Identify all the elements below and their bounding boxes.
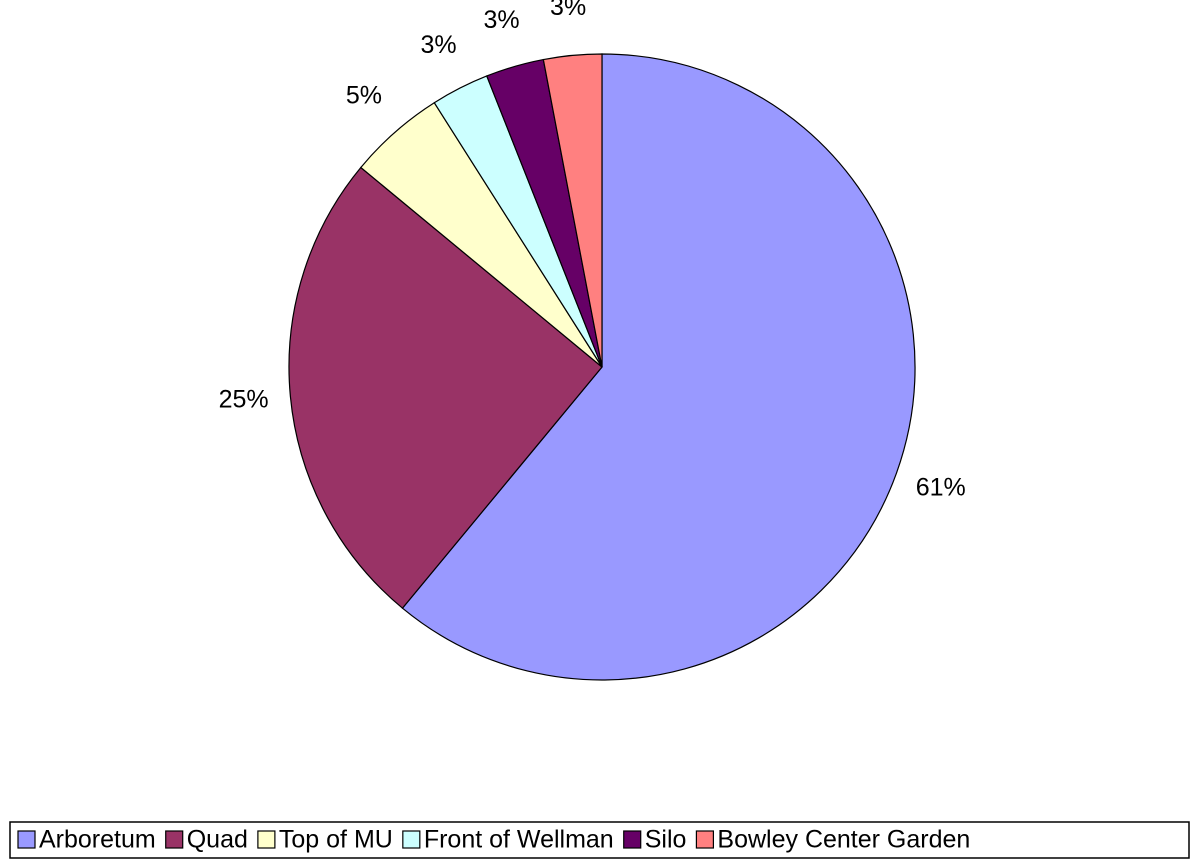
pie-slice bbox=[542, 53, 603, 368]
legend-label: Top of MU bbox=[279, 826, 393, 854]
data-label: 25% bbox=[219, 385, 269, 413]
pie-slice bbox=[288, 166, 603, 610]
data-label: 5% bbox=[346, 82, 382, 110]
legend-label: Arboretum bbox=[39, 826, 156, 854]
legend-label: Bowley Center Garden bbox=[717, 826, 970, 854]
legend-swatch bbox=[695, 830, 715, 849]
data-label: 61% bbox=[916, 474, 966, 502]
pie bbox=[288, 53, 916, 681]
data-label: 3% bbox=[483, 6, 519, 34]
legend-swatch bbox=[165, 830, 184, 849]
legend-swatch bbox=[402, 830, 421, 849]
legend-label: Quad bbox=[187, 826, 248, 854]
legend-box bbox=[9, 821, 1190, 859]
legend-label: Front of Wellman bbox=[424, 826, 614, 854]
pie-slice bbox=[401, 53, 916, 681]
data-label: 3% bbox=[420, 31, 456, 59]
legend-swatch bbox=[257, 830, 276, 849]
data-label: 3% bbox=[550, 0, 586, 21]
legend-swatch bbox=[623, 830, 642, 849]
legend-label: Silo bbox=[645, 826, 687, 854]
legend-swatch bbox=[17, 830, 36, 849]
legend: Arboretum Quad Top of MU Front of Wellman Si… bbox=[17, 826, 970, 854]
